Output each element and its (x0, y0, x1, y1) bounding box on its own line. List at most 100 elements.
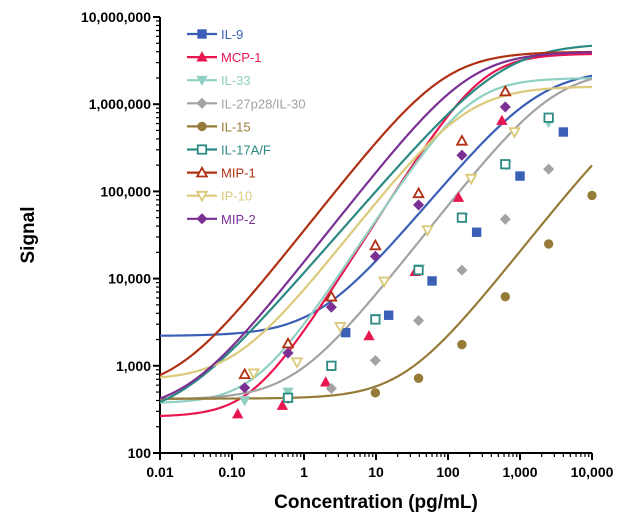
data-point (456, 149, 468, 161)
legend-marker (196, 97, 208, 109)
legend-marker (196, 75, 208, 87)
data-point (325, 290, 338, 302)
data-point (456, 212, 468, 223)
y-tick-label: 1,000 (116, 358, 151, 374)
x-tick-label: 0.10 (218, 464, 245, 480)
legend-item: MIP-2 (187, 212, 256, 227)
series-curve-il-33 (159, 77, 593, 404)
legend-marker (197, 29, 207, 39)
data-point (558, 127, 569, 137)
data-point (498, 84, 512, 97)
data-point (499, 213, 511, 225)
data-point (452, 191, 465, 202)
x-tick-label: 10 (368, 464, 384, 480)
legend-marker (195, 190, 209, 203)
data-point (543, 163, 555, 175)
series-curve-il-17a-f (159, 44, 593, 404)
series-curve-il-27p28-il-30 (159, 77, 593, 401)
data-point (515, 171, 525, 181)
series-curve-il-15 (160, 164, 593, 400)
data-point (238, 396, 251, 407)
legend-label: IL-17A/F (221, 143, 271, 158)
data-point (369, 250, 381, 262)
data-point (464, 173, 478, 186)
data-point (369, 354, 381, 367)
legend-marker (196, 213, 208, 225)
legend-label: IL-9 (221, 27, 243, 42)
legend-label: IP-10 (221, 189, 252, 204)
data-point (282, 392, 294, 403)
data-point (370, 388, 381, 398)
data-point (508, 127, 521, 139)
data-point (290, 357, 304, 369)
data-point (341, 327, 351, 338)
data-point (543, 112, 554, 123)
data-point (232, 408, 244, 419)
legend-item: IL-17A/F (187, 143, 271, 158)
y-tick-label: 100,000 (100, 183, 151, 199)
data-point (238, 367, 252, 380)
data-point (413, 315, 425, 327)
data-point (325, 301, 337, 313)
y-tick-label: 100 (128, 445, 152, 461)
legend-item: IL-9 (187, 27, 243, 42)
data-point (282, 347, 294, 359)
data-point (413, 265, 424, 276)
x-tick-label: 0.01 (146, 464, 173, 480)
data-point (421, 225, 434, 237)
y-tick-label: 10,000 (108, 271, 151, 287)
data-point (471, 227, 482, 237)
legend-label: IL-27p28/IL-30 (221, 96, 306, 111)
legend: IL-9 MCP-1 IL-33 IL-27p28/IL-30 IL-15 IL-17A/… (187, 27, 306, 227)
y-tick-label: 1,000,000 (89, 96, 151, 112)
legend-item: IL-27p28/IL-30 (187, 96, 306, 111)
data-point (363, 330, 375, 341)
legend-label: IL-33 (221, 73, 251, 88)
legend-label: MIP-2 (221, 212, 256, 227)
series-curve-mip-1 (159, 50, 593, 377)
legend-label: MIP-1 (221, 166, 256, 181)
data-point (456, 264, 468, 276)
data-point (413, 199, 425, 211)
data-point (247, 368, 261, 380)
data-point (455, 134, 469, 146)
data-point (543, 239, 554, 249)
data-point (413, 373, 424, 383)
data-point (412, 186, 425, 199)
data-point (319, 376, 332, 387)
x-tick-label: 1 (300, 464, 308, 480)
data-point (369, 238, 382, 251)
legend-item: MCP-1 (187, 50, 261, 65)
legend-item: MIP-1 (187, 166, 256, 181)
axes: 100 1,000 10,000 100,000 1,000,000 10,000,000… (81, 9, 614, 480)
legend-label: MCP-1 (221, 50, 261, 65)
data-point (500, 292, 511, 302)
x-tick-label: 100 (436, 464, 460, 480)
series-curve-ip-10 (159, 85, 593, 379)
x-axis-title: Concentration (pg/mL) (274, 492, 478, 513)
legend-label: IL-15 (221, 119, 251, 134)
data-point (427, 276, 437, 286)
markers (232, 84, 597, 419)
data-point (326, 360, 337, 371)
data-point (334, 322, 347, 334)
curves (159, 44, 593, 418)
legend-item: IL-15 (187, 119, 251, 134)
legend-marker (197, 121, 207, 132)
legend-marker (196, 51, 208, 62)
legend-item: IP-10 (187, 189, 252, 204)
data-point (276, 399, 289, 410)
legend-marker (195, 165, 209, 178)
series-curve-mip-2 (159, 51, 593, 400)
legend-item: IL-33 (187, 73, 251, 88)
data-point (370, 314, 381, 325)
x-tick-label: 1,000 (502, 464, 537, 480)
data-point (500, 159, 511, 170)
data-point (239, 382, 251, 394)
data-point (325, 382, 337, 394)
data-point (282, 387, 294, 398)
data-point (499, 101, 511, 113)
data-point (457, 339, 467, 350)
data-point (377, 276, 391, 289)
